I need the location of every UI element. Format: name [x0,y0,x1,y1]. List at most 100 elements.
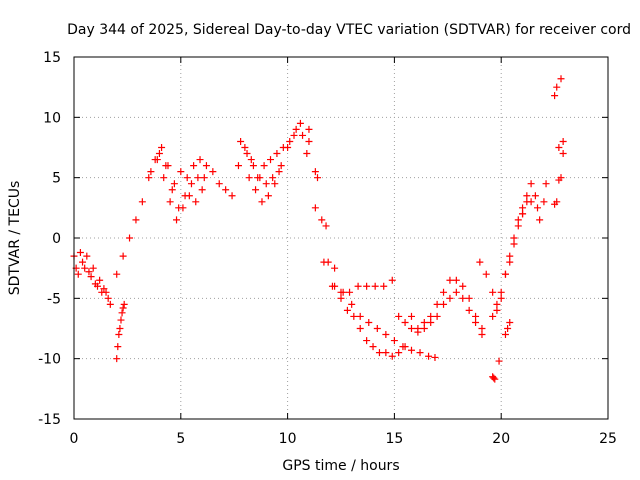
data-point [290,131,298,139]
data-point [104,294,112,302]
data-point [175,204,183,212]
data-point [81,264,89,272]
data-point [252,186,260,194]
data-point [459,282,467,290]
data-point [388,352,396,360]
x-tick-label: 10 [279,431,297,447]
data-point [153,156,161,164]
data-point [85,268,93,276]
data-point [79,258,87,266]
x-tick-labels: 0 5 10 15 20 25 [70,431,617,447]
data-point [489,312,497,320]
data-point [390,337,398,345]
data-point [305,125,313,133]
series-track-a [70,125,409,360]
data-point [170,180,178,188]
data-point [190,162,198,170]
data-point [245,174,253,182]
data-point [495,357,503,365]
data-point [472,312,480,320]
data-point [427,312,435,320]
data-point [89,264,97,272]
data-point [76,248,84,256]
data-point [542,180,550,188]
data-point [222,186,230,194]
data-point [113,270,121,278]
data-point [202,162,210,170]
data-point [536,216,544,224]
data-point [132,216,140,224]
data-point [489,288,497,296]
data-point [275,168,283,176]
data-point [373,325,381,332]
data-point [209,168,217,176]
data-point [168,186,176,194]
data-point [147,168,155,176]
data-point [187,180,195,188]
data-point [369,343,377,351]
data-point [115,331,123,339]
y-axis-label: SDTVAR / TECUs [7,181,23,296]
data-point [162,162,170,170]
data-point [158,144,166,151]
data-point [459,294,467,302]
data-point [493,306,501,314]
data-point [173,216,181,224]
data-point [305,137,313,145]
data-point [478,331,486,339]
data-point [395,349,403,357]
y-tick-label: -5 [47,291,61,307]
data-point [557,75,565,83]
data-point [328,282,336,290]
data-point [119,252,127,260]
data-point [314,174,322,182]
data-point [427,318,435,326]
y-tick-label: 15 [43,50,61,66]
data-point [354,282,362,290]
x-tick-label: 0 [70,431,79,447]
data-point [337,288,345,296]
data-point [271,180,279,188]
y-tick-label: -10 [38,352,61,368]
data-point [350,312,358,320]
data-point [286,137,294,145]
data-point [506,258,514,266]
data-point [118,309,126,317]
data-point [292,125,300,133]
data-point [87,273,95,281]
y-tick-label: 0 [52,231,61,247]
data-point [273,150,281,158]
data-point [465,294,473,302]
data-point [192,198,200,206]
data-point [114,343,122,351]
data-point [416,349,424,357]
data-point [183,174,191,182]
data-point [514,216,522,224]
data-point [491,375,499,383]
data-point [519,204,527,212]
data-point [196,156,204,164]
data-point [553,198,561,206]
data-point [497,288,505,296]
data-point [510,234,518,242]
data-point [527,180,535,188]
data-point [320,258,328,266]
data-point [267,156,275,164]
data-point [559,150,567,158]
data-point [74,270,82,278]
data-point [299,131,307,139]
data-point [228,192,236,200]
data-point [119,304,127,312]
data-point [200,174,208,182]
data-point [407,325,415,332]
data-point [501,270,509,278]
data-point [363,282,371,290]
data-point [311,168,319,176]
data-point [356,312,364,320]
data-point [399,343,407,351]
data-point [519,210,527,218]
data-point [425,352,433,360]
data-point [348,300,356,308]
data-point [531,192,539,200]
data-point [260,162,268,170]
